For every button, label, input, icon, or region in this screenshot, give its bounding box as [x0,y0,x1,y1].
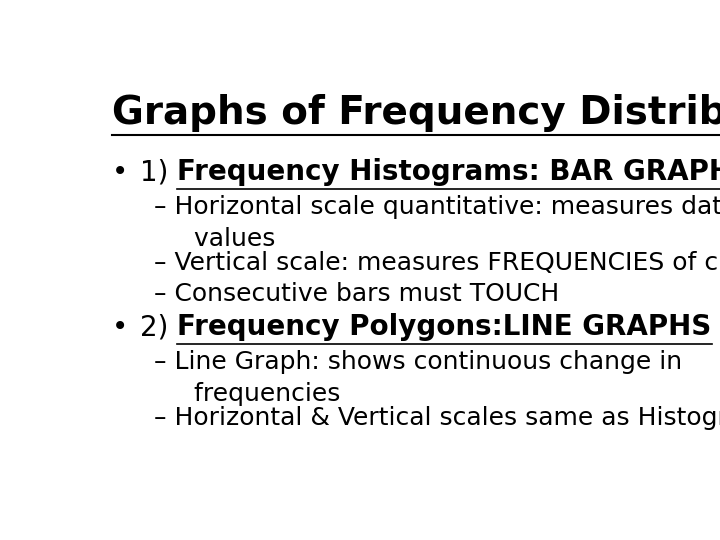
Text: 2): 2) [140,313,177,341]
Text: •: • [112,313,129,341]
Text: 1): 1) [140,158,177,186]
Text: •: • [112,158,129,186]
Text: Frequency Histograms: BAR GRAPHS: Frequency Histograms: BAR GRAPHS [177,158,720,186]
Text: – Horizontal scale quantitative: measures data
     values: – Horizontal scale quantitative: measure… [154,195,720,251]
Text: Frequency Polygons:LINE GRAPHS: Frequency Polygons:LINE GRAPHS [177,313,711,341]
Text: – Line Graph: shows continuous change in
     frequencies: – Line Graph: shows continuous change in… [154,350,683,406]
Text: Graphs of Frequency Distributions: Graphs of Frequency Distributions [112,94,720,132]
Text: – Consecutive bars must TOUCH: – Consecutive bars must TOUCH [154,282,559,306]
Text: – Vertical scale: measures FREQUENCIES of classes: – Vertical scale: measures FREQUENCIES o… [154,251,720,275]
Text: – Horizontal & Vertical scales same as Histograms: – Horizontal & Vertical scales same as H… [154,406,720,430]
